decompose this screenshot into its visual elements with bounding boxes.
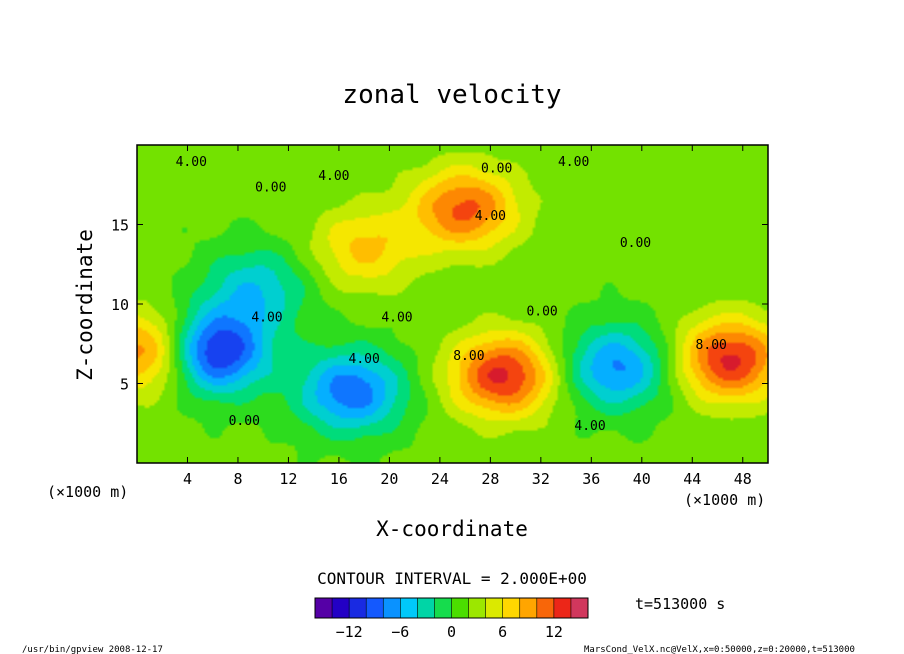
contour-label: 4.00: [558, 155, 589, 170]
y-tick-label: 15: [111, 217, 129, 235]
chart-title: zonal velocity: [342, 80, 561, 110]
contour-label: 4.00: [176, 155, 207, 170]
colorbar-segment: [468, 598, 487, 618]
colorbar-segment: [536, 598, 555, 618]
x-tick-label: 12: [279, 470, 297, 488]
x-unit-left: (×1000 m): [47, 483, 128, 501]
colorbar-segment: [417, 598, 435, 618]
contour-label: 0.00: [229, 414, 260, 429]
colorbar-tick-label: 0: [447, 623, 456, 641]
colorbar-frame: [314, 597, 589, 619]
contour-label: 4.00: [318, 169, 349, 184]
colorbar-segment: [349, 598, 367, 618]
x-axis-ticks: 4 8 12 16 20 24 28 32 36 40 44 48: [183, 145, 752, 488]
footer-right: MarsCond_VelX.nc@VelX,x=0:50000,z=0:2000…: [584, 645, 855, 654]
contour-label: 8.00: [696, 338, 727, 353]
colorbar-segment: [519, 598, 538, 618]
x-tick-label: 4: [183, 470, 192, 488]
x-tick-label: 8: [233, 470, 242, 488]
colorbar-tick-label: 6: [498, 623, 507, 641]
colorbar-segment: [400, 598, 418, 618]
y-axis-ticks: 5 10 15: [111, 217, 768, 394]
velocity-field: [137, 145, 768, 463]
contour-label: 4.00: [381, 311, 412, 326]
y-tick-label: 5: [120, 376, 129, 394]
y-axis-label: Z-coordinate: [73, 229, 97, 381]
colorbar-tick-label: −12: [336, 623, 363, 641]
x-tick-label: 20: [380, 470, 398, 488]
footer-left: /usr/bin/gpview 2008-12-17: [22, 645, 163, 654]
plot-area: 4.00 0.00 4.00 0.00 4.00 4.00 0.00 4.00 0.00 4.00…: [136, 144, 769, 464]
x-tick-label: 16: [330, 470, 348, 488]
contour-label: 4.00: [574, 419, 605, 434]
colorbar-segment: [485, 598, 504, 618]
colorbar-segment: [570, 598, 589, 618]
colorbar: [314, 597, 589, 619]
contour-label: 8.00: [453, 349, 484, 364]
colorbar-segment: [434, 598, 452, 618]
x-tick-label: 48: [734, 470, 752, 488]
contour-label: 0.00: [526, 304, 557, 319]
colorbar-segment: [366, 598, 384, 618]
contour-label: 4.00: [475, 209, 506, 224]
colorbar-segment: [315, 598, 333, 618]
contour-interval-label: CONTOUR INTERVAL = 2.000E+00: [317, 569, 587, 588]
x-tick-label: 24: [431, 470, 449, 488]
y-tick-label: 10: [111, 296, 129, 314]
colorbar-ticks: −12 −6 0 6 12: [336, 623, 563, 641]
x-tick-label: 40: [633, 470, 651, 488]
colorbar-segment: [502, 598, 521, 618]
time-label: t=513000 s: [635, 595, 725, 613]
contour-label: 4.00: [349, 352, 380, 367]
colorbar-tick-label: −6: [391, 623, 409, 641]
x-tick-label: 36: [582, 470, 600, 488]
colorbar-segment: [332, 598, 350, 618]
x-tick-label: 32: [532, 470, 550, 488]
contour-label: 4.00: [251, 311, 282, 326]
contour-label: 0.00: [620, 236, 651, 251]
contour-label: 0.00: [255, 180, 286, 195]
contour-labels: 4.00 0.00 4.00 0.00 4.00 4.00 0.00 4.00 0.00 4.00…: [176, 155, 727, 434]
colorbar-segment: [451, 598, 470, 618]
colorbar-segment: [383, 598, 401, 618]
x-unit-right: (×1000 m): [684, 491, 765, 509]
x-tick-label: 28: [481, 470, 499, 488]
x-axis-label: X-coordinate: [376, 517, 528, 541]
x-tick-label: 44: [683, 470, 701, 488]
colorbar-segment: [553, 598, 572, 618]
colorbar-tick-label: 12: [545, 623, 563, 641]
contour-label: 0.00: [481, 161, 512, 176]
